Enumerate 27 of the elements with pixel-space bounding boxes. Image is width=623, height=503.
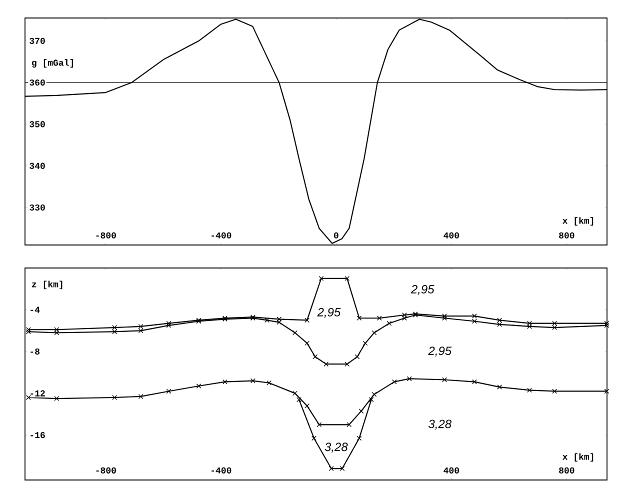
x-tick-label: 400: [444, 232, 459, 238]
x-tick-label: -800: [96, 467, 116, 474]
y-tick-label: 330: [30, 204, 45, 211]
x-axis-title: x [km]: [562, 217, 594, 226]
y-tick-label: -4: [30, 306, 40, 313]
x-tick-label: 800: [559, 232, 574, 238]
x-tick-label: 0: [334, 232, 338, 238]
y-tick-label: 370: [30, 38, 45, 44]
y-tick-label: 340: [30, 162, 45, 169]
y-axis-title: z [km]: [32, 280, 62, 290]
y-tick-label: 360: [30, 79, 45, 86]
annotation: 2,95: [428, 346, 452, 357]
annotation: 2,95: [317, 308, 341, 318]
x-axis-title: x [km]: [562, 453, 594, 462]
x-tick-label: 800: [559, 467, 574, 474]
annotation: 2,95: [410, 284, 434, 295]
y-tick-label: -16: [30, 432, 45, 438]
x-tick-label: -800: [96, 232, 116, 238]
y-tick-label: -8: [30, 348, 40, 355]
annotation: 3,28: [324, 442, 348, 453]
y-tick-label: 350: [30, 121, 45, 128]
annotation: 3,28: [428, 420, 452, 430]
x-tick-label: -400: [212, 232, 232, 238]
y-tick-label: -12: [30, 390, 45, 396]
x-tick-label: 400: [444, 467, 459, 474]
y-axis-title: g [mGal]: [32, 59, 74, 68]
x-tick-label: -400: [212, 467, 232, 474]
